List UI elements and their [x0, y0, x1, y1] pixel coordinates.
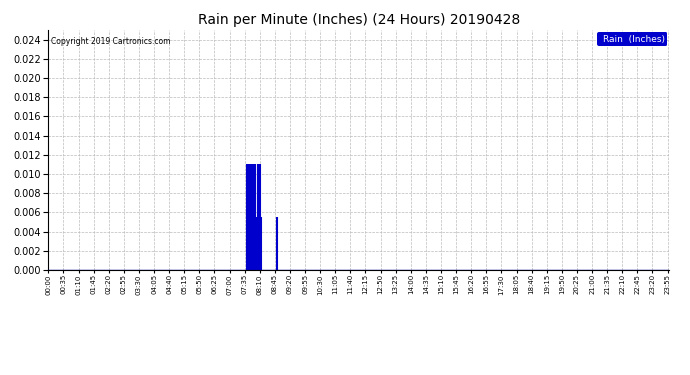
Title: Rain per Minute (Inches) (24 Hours) 20190428: Rain per Minute (Inches) (24 Hours) 2019… — [197, 13, 520, 27]
Legend: Rain  (Inches): Rain (Inches) — [598, 32, 667, 46]
Text: Copyright 2019 Cartronics.com: Copyright 2019 Cartronics.com — [51, 37, 171, 46]
